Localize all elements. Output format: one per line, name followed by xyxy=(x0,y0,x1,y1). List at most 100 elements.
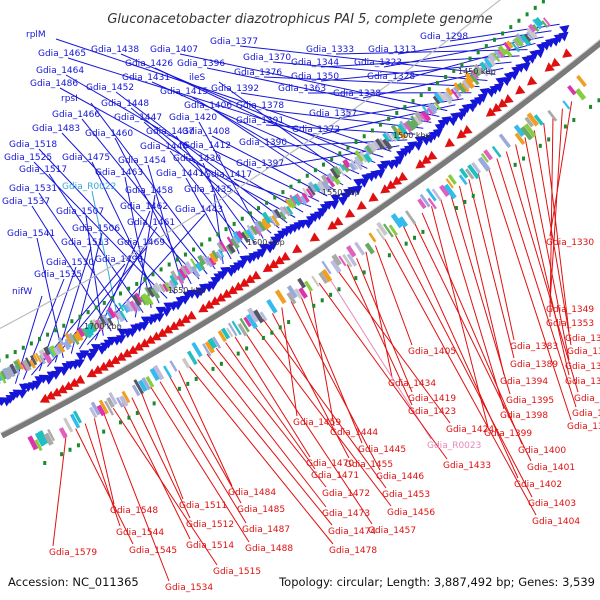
annotation-stripe xyxy=(215,251,223,261)
annotation-stripe xyxy=(497,49,505,58)
annotation-stripe xyxy=(364,242,375,255)
annotation-stripe xyxy=(472,67,482,77)
annotation-stripe xyxy=(64,338,72,349)
annotation-stripe xyxy=(348,162,357,172)
gc-skew-mark xyxy=(435,81,439,86)
gene-label-lower: Gdia_1444 xyxy=(330,428,378,438)
lower-connector xyxy=(505,151,579,393)
gc-skew-mark xyxy=(454,206,458,210)
gene-label-upper: Gdia_1462 xyxy=(120,202,168,212)
lower-connector xyxy=(122,402,191,540)
minus-strand-gene xyxy=(497,98,508,108)
gene-label-upper: Gdia_1415 xyxy=(160,87,208,97)
annotation-stripe xyxy=(91,318,99,329)
annotation-stripe xyxy=(330,259,342,274)
lower-connector xyxy=(496,158,577,408)
annotation-stripe xyxy=(183,264,192,275)
gene-label-upper: Gdia_1426 xyxy=(125,59,173,69)
upper-connector xyxy=(90,102,216,270)
annotation-stripe xyxy=(119,310,127,320)
annotation-stripe xyxy=(34,439,43,452)
lower-connector xyxy=(52,433,67,547)
annotation-stripe xyxy=(83,327,92,339)
annotation-stripe xyxy=(452,86,462,98)
lower-connector xyxy=(421,212,523,445)
annotation-stripe xyxy=(311,275,320,287)
annotation-stripe xyxy=(121,390,131,404)
annotation-stripe xyxy=(354,150,365,162)
annotation-stripe xyxy=(158,283,166,293)
annotation-stripe xyxy=(131,293,142,307)
annotation-stripe xyxy=(43,432,54,446)
minus-strand-gene xyxy=(327,220,338,230)
annotation-stripe xyxy=(169,279,178,289)
annotation-stripe xyxy=(86,325,94,337)
annotation-stripe xyxy=(107,307,117,319)
minus-strand-gene xyxy=(180,314,191,324)
annotation-stripe xyxy=(113,311,120,320)
minus-strand-gene xyxy=(485,107,497,117)
gene-label-upper: Gdia_R0022 xyxy=(62,182,116,192)
annotation-stripe xyxy=(286,292,297,305)
gene-label-upper: Gdia_1350 xyxy=(291,72,339,82)
gene-label-upper: Gdia_1535 xyxy=(34,270,82,280)
gene-label-lower: Gdia_1353 xyxy=(546,319,594,329)
gene-label-lower: Gdia_1402 xyxy=(514,480,562,490)
annotation-stripe xyxy=(494,50,502,59)
annotation-stripe xyxy=(48,345,59,357)
lower-connector xyxy=(543,123,570,333)
annotation-stripe xyxy=(385,131,394,143)
gc-skew-mark xyxy=(70,319,74,324)
annotation-stripe xyxy=(329,166,341,180)
annotation-stripe xyxy=(106,396,115,409)
annotation-stripe xyxy=(261,211,272,225)
gc-skew-mark xyxy=(484,44,488,49)
annotation-stripe xyxy=(405,119,416,131)
minus-strand-gene xyxy=(221,289,232,298)
gc-skew-mark xyxy=(444,75,448,80)
annotation-stripe xyxy=(524,33,532,42)
annotation-stripe xyxy=(447,174,457,185)
annotation-stripe xyxy=(379,138,387,148)
annotation-stripe xyxy=(398,216,409,228)
gene-label-lower: Gdia_1474 xyxy=(328,527,376,537)
gene-label-upper: Gdia_1417 xyxy=(204,170,252,180)
gc-skew-mark xyxy=(177,386,181,391)
annotation-stripe xyxy=(487,56,497,67)
annotation-stripe xyxy=(317,179,327,191)
annotation-stripe xyxy=(89,319,98,332)
annotation-stripe xyxy=(104,400,115,416)
gc-skew-mark xyxy=(281,190,285,195)
annotation-stripe xyxy=(57,342,66,353)
gc-skew-mark xyxy=(387,116,391,121)
annotation-stripe xyxy=(253,309,265,324)
scale-label: 1650 kbp xyxy=(168,286,206,295)
annotation-stripe xyxy=(220,327,231,340)
annotation-stripe xyxy=(184,261,195,274)
annotation-stripe xyxy=(325,176,336,188)
minus-strand-gene xyxy=(110,355,121,364)
gene-label-upper: Gdia_1344 xyxy=(291,58,339,68)
annotation-stripe xyxy=(219,240,228,252)
minus-strand-gene xyxy=(121,348,133,358)
annotation-stripe xyxy=(134,292,143,304)
annotation-stripe xyxy=(55,344,63,354)
annotation-stripe xyxy=(116,397,124,408)
annotation-stripe xyxy=(526,112,539,127)
annotation-stripe xyxy=(13,365,21,375)
annotation-stripe xyxy=(575,88,587,101)
gc-skew-mark xyxy=(192,247,196,252)
gc-skew-mark xyxy=(76,443,80,448)
plus-strand-gene xyxy=(138,322,150,331)
annotation-stripe xyxy=(226,327,234,338)
gc-skew-mark xyxy=(127,415,131,420)
gc-skew-mark xyxy=(135,410,139,415)
upper-connector xyxy=(151,81,360,175)
annotation-stripe xyxy=(149,367,161,382)
lower-connector xyxy=(365,251,393,378)
annotation-stripe xyxy=(477,156,491,172)
lower-connector xyxy=(150,386,250,543)
annotation-stripe xyxy=(253,220,264,233)
gene-label-upper: Gdia_1396 xyxy=(177,59,225,69)
upper-connector xyxy=(65,74,304,213)
